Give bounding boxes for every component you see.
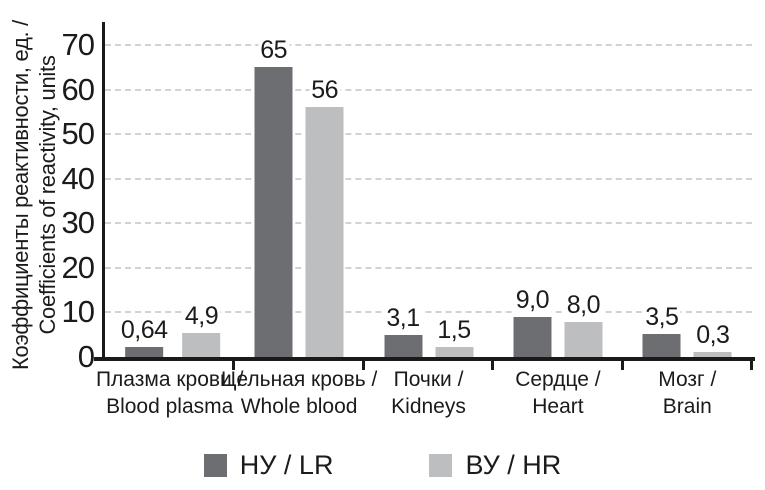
bar-pair: 65 56 (254, 36, 344, 357)
bar (435, 347, 474, 357)
bar-group: 3,5 0,3 Мозг / Brain (623, 22, 752, 418)
bar-value-label: 0,3 (694, 321, 732, 349)
bar-column: 3,1 (384, 304, 423, 357)
bar-column: 1,5 (435, 316, 474, 357)
category-label: Сердце / Heart (515, 367, 600, 421)
category-label-en: Kidneys (391, 394, 466, 418)
bar-value-label: 3,1 (384, 304, 422, 332)
category-label: Мозг / Brain (658, 367, 716, 421)
gridline (105, 44, 752, 46)
bar-value-label: 4,9 (182, 302, 221, 330)
y-tick-label: 50 (61, 116, 95, 152)
bar-value-label: 0,64 (118, 316, 170, 344)
bar-value-label: 65 (258, 36, 290, 64)
bar (305, 107, 344, 357)
bar (513, 317, 552, 357)
bar-column: 4,9 (182, 302, 221, 357)
legend-swatch (203, 454, 227, 477)
category-label: Почки / Kidneys (391, 367, 466, 421)
category-label-ru: Мозг / (658, 368, 717, 391)
category-label-ru: Сердце / (515, 368, 601, 391)
category-label-en: Heart (532, 394, 584, 418)
legend-swatch (429, 454, 453, 477)
bar-column: 0,64 (118, 316, 170, 357)
bar-groups: 0,64 4,9 Плазма крови / Blood plasma 65 56 Цел… (96, 22, 752, 418)
category-label-en: Brain (662, 394, 712, 418)
gridline (105, 177, 752, 180)
bar-value-label: 3,5 (643, 303, 681, 331)
bar-group: 0,64 4,9 Плазма крови / Blood plasma (96, 22, 243, 418)
bar-column: 3,5 (642, 303, 681, 357)
category-label-en: Whole blood (240, 394, 358, 418)
bar-column: 8,0 (564, 291, 603, 357)
category-label-ru: Цельная кровь / (220, 368, 378, 391)
legend-label: ВУ / HR (465, 450, 562, 480)
legend-item: НУ / LR (203, 450, 334, 480)
bar-value-label: 8,0 (564, 291, 603, 319)
y-tick-label: 60 (61, 71, 95, 107)
bar-pair: 9,0 8,0 (513, 286, 603, 357)
bar-column: 0,3 (693, 321, 732, 357)
bar-value-label: 9,0 (513, 286, 552, 314)
bar (254, 67, 293, 357)
y-tick-label: 40 (61, 160, 95, 196)
category-label-ru: Почки / (393, 368, 464, 391)
gridline (105, 222, 752, 225)
bar-value-label: 56 (309, 76, 341, 104)
gridline (105, 311, 752, 314)
bar (564, 322, 603, 357)
y-tick-label: 10 (61, 294, 95, 330)
bar-group: 65 56 Цельная кровь / Whole blood (221, 22, 378, 418)
bar-column: 65 (254, 36, 293, 357)
y-tick-label: 70 (61, 27, 95, 62)
category-label-ru: Плазма крови / (95, 368, 244, 391)
bar-value-label: 1,5 (435, 316, 473, 344)
bar-pair: 3,5 0,3 (642, 303, 732, 357)
y-axis-line (102, 22, 105, 361)
x-axis-tick (750, 357, 753, 370)
x-axis-tick (491, 357, 495, 370)
bar-group: 9,0 8,0 Сердце / Heart (493, 22, 622, 418)
legend: НУ / LR ВУ / HR (0, 452, 765, 479)
x-axis-line (94, 357, 755, 361)
bar (182, 333, 221, 357)
bar-group: 3,1 1,5 Почки / Kidneys (364, 22, 493, 418)
y-tick-label: 30 (61, 205, 95, 241)
bar-column: 9,0 (513, 286, 552, 357)
gridline (105, 88, 752, 91)
category-label: Плазма крови / Blood plasma (96, 367, 243, 421)
y-tick-label: 0 (77, 339, 95, 374)
bar-pair: 3,1 1,5 (384, 304, 474, 357)
x-axis-tick (361, 357, 365, 370)
bar-column: 56 (305, 76, 344, 357)
x-axis-tick (620, 357, 624, 370)
gridline (105, 266, 752, 269)
bar (125, 347, 164, 357)
bar (693, 352, 732, 357)
x-axis-tick (232, 357, 236, 370)
y-tick-label: 20 (61, 249, 95, 285)
legend-label: НУ / LR (239, 450, 334, 480)
gridline (105, 133, 752, 136)
bar (384, 335, 423, 357)
bar-pair: 0,64 4,9 (118, 302, 221, 357)
bar (642, 334, 681, 357)
category-label-en: Blood plasma (106, 394, 234, 418)
category-label: Цельная кровь / Whole blood (221, 367, 378, 421)
legend-item: ВУ / HR (429, 452, 561, 479)
